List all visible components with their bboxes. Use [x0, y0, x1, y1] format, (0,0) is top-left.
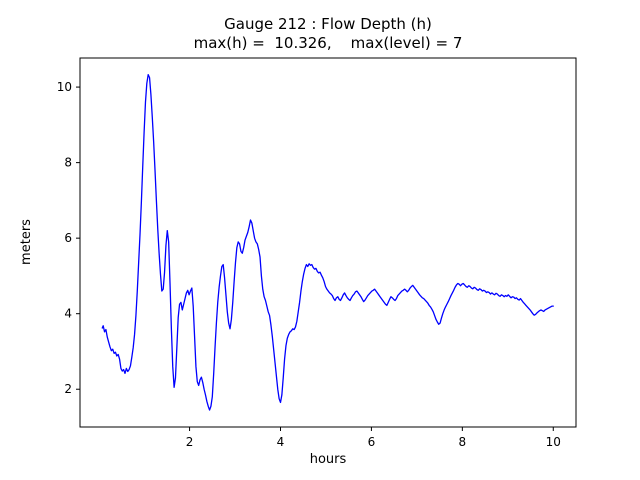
plot-area: [79, 57, 577, 428]
y-tick-label: 10: [57, 80, 72, 94]
chart-title: Gauge 212 : Flow Depth (h): [224, 15, 432, 33]
x-tick-label: 10: [546, 435, 561, 449]
x-axis-ticks: 2 4 6 8 10: [186, 427, 561, 449]
y-axis-label: meters: [19, 219, 34, 265]
y-axis-ticks: 2 4 6 8 10: [57, 80, 80, 396]
x-tick-label: 6: [368, 435, 376, 449]
flow-depth-line: [101, 73, 554, 411]
x-axis-label: hours: [310, 452, 347, 467]
flow-depth-series: [101, 73, 554, 411]
x-tick-label: 4: [277, 435, 285, 449]
y-tick-label: 8: [64, 156, 72, 170]
x-tick-label: 2: [186, 435, 194, 449]
x-tick-label: 8: [459, 435, 467, 449]
y-tick-label: 6: [64, 231, 72, 245]
chart-subtitle: max(h) = 10.326, max(level) = 7: [194, 34, 463, 52]
y-tick-label: 4: [64, 307, 72, 321]
y-tick-label: 2: [64, 382, 72, 396]
